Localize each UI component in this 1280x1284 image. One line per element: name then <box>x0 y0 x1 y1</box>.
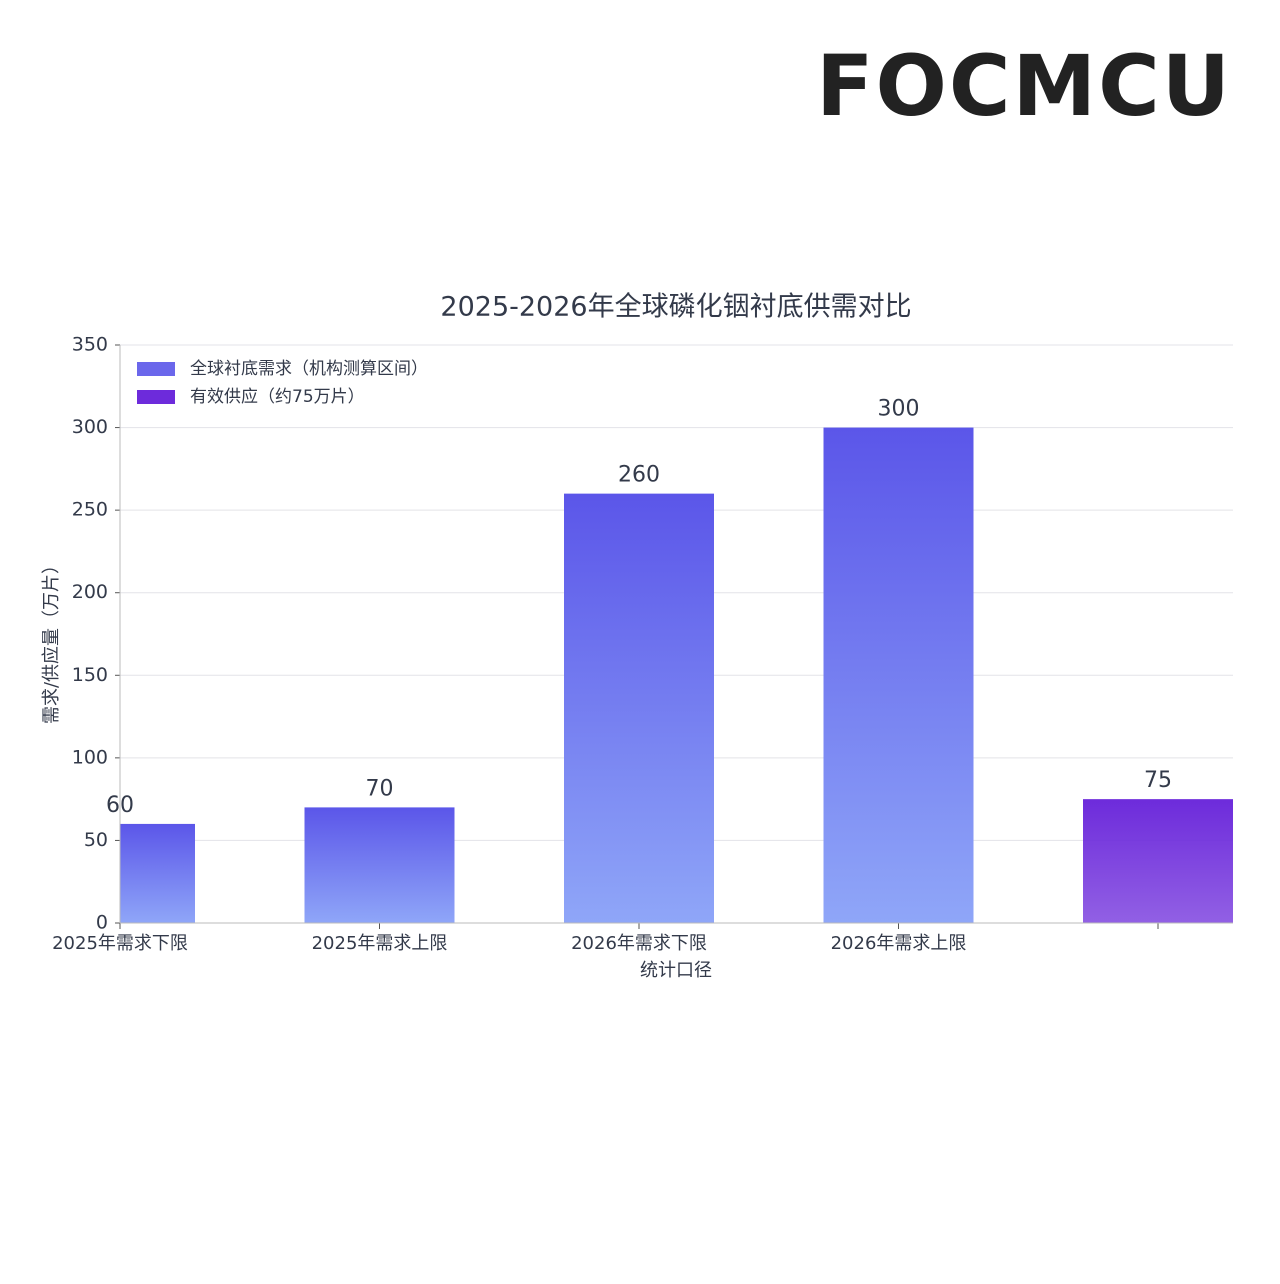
legend-label: 全球衬底需求（机构测算区间） <box>190 359 428 379</box>
y-tick-label: 0 <box>96 912 108 934</box>
y-tick-label: 200 <box>72 581 108 603</box>
legend-swatch <box>137 390 175 404</box>
legend-swatch <box>137 362 175 376</box>
bar <box>823 427 974 923</box>
bar <box>304 807 455 923</box>
bars <box>120 427 1233 923</box>
foreground: 0501001502002503003502025年需求下限602025年需求上… <box>52 334 1233 954</box>
logo: FOCMCU <box>816 37 1232 135</box>
value-label: 260 <box>618 463 660 488</box>
y-tick-label: 150 <box>72 664 108 686</box>
x-tick-label: 2026年需求上限 <box>831 933 967 954</box>
y-tick-label: 300 <box>72 416 108 438</box>
chart-title: 2025-2026年全球磷化铟衬底供需对比 <box>440 292 911 323</box>
value-label: 75 <box>1144 768 1172 793</box>
x-tick-label: 2025年需求下限 <box>52 933 188 954</box>
value-label: 70 <box>366 776 394 801</box>
x-tick-label: 2026年需求下限 <box>571 933 707 954</box>
y-tick-label: 350 <box>72 334 108 356</box>
x-axis-label: 统计口径 <box>640 960 712 981</box>
bar <box>564 493 714 923</box>
y-tick-label: 250 <box>72 499 108 521</box>
value-label: 300 <box>878 397 920 422</box>
x-tick-label: 2025年需求上限 <box>312 933 448 954</box>
bar <box>1083 799 1233 923</box>
y-tick-label: 50 <box>84 829 108 851</box>
y-axis-label: 需求/供应量（万片） <box>41 556 62 724</box>
y-tick-label: 100 <box>72 746 108 768</box>
legend-label: 有效供应（约75万片） <box>190 387 365 407</box>
bar <box>120 823 195 923</box>
